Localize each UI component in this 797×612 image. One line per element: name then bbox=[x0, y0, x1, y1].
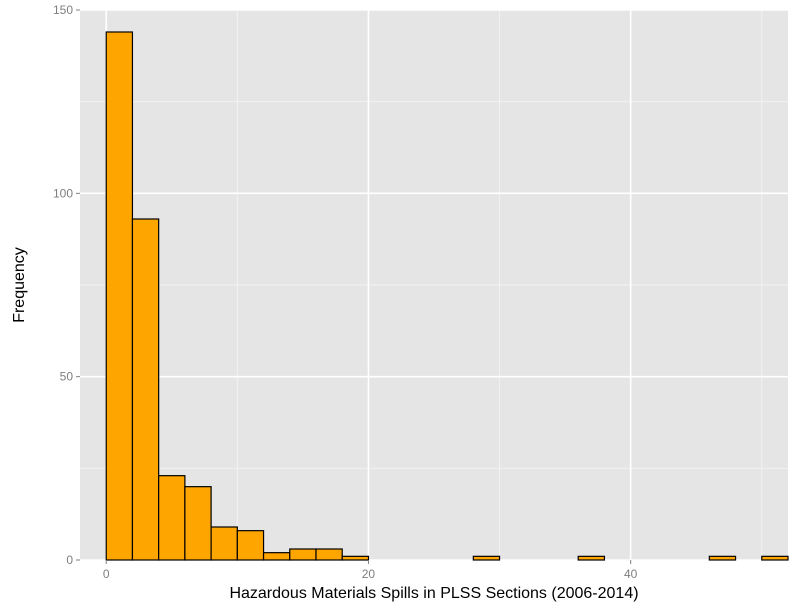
histogram-bar bbox=[184, 486, 212, 561]
histogram-bar bbox=[341, 555, 370, 561]
x-axis-title: Hazardous Materials Spills in PLSS Secti… bbox=[229, 585, 638, 602]
histogram-bar bbox=[131, 218, 160, 561]
y-tick-label: 50 bbox=[60, 370, 74, 384]
y-tick-label: 0 bbox=[66, 553, 73, 567]
y-tick-label: 150 bbox=[53, 3, 73, 17]
histogram-bar bbox=[210, 526, 238, 561]
grid-lines bbox=[80, 9, 788, 561]
histogram-bar bbox=[761, 555, 789, 561]
histogram-bar bbox=[577, 555, 606, 561]
x-tick-label: 0 bbox=[103, 567, 110, 581]
y-tick-label: 100 bbox=[53, 186, 73, 200]
x-tick-label: 20 bbox=[362, 567, 376, 581]
histogram-bar bbox=[262, 552, 291, 561]
axis-ticks: 0 20 40 0 50 100 150 bbox=[53, 3, 638, 581]
histogram-bar bbox=[236, 530, 265, 561]
histogram-bar bbox=[472, 555, 501, 561]
histogram-bar bbox=[105, 31, 134, 561]
histogram-bar bbox=[708, 555, 737, 561]
histogram-bar bbox=[158, 475, 186, 561]
histogram-bar bbox=[289, 548, 317, 561]
y-axis-title: Frequency bbox=[11, 247, 28, 323]
histogram-bars bbox=[105, 31, 789, 561]
x-tick-label: 40 bbox=[624, 567, 638, 581]
histogram-bar bbox=[315, 548, 343, 561]
